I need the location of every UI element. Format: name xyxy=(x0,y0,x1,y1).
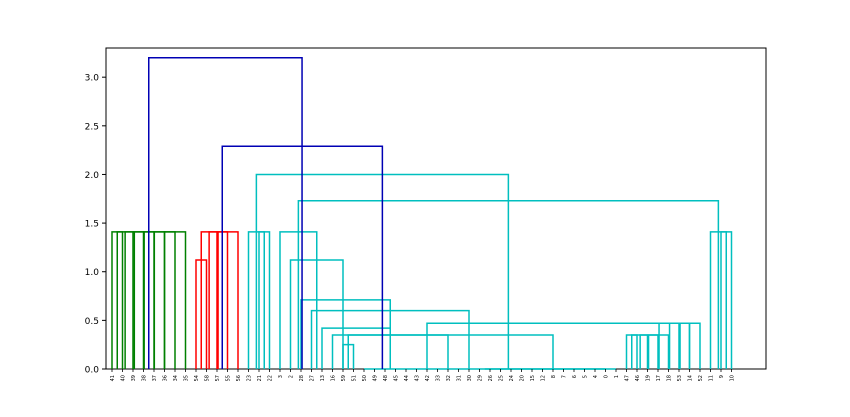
plot-area xyxy=(105,47,767,370)
leaf-label: 21 xyxy=(257,375,263,381)
leaf-label: 32 xyxy=(446,375,452,381)
leaf-label: 14 xyxy=(687,375,693,381)
leaf-label: 35 xyxy=(183,375,189,381)
leaf-label: 0 xyxy=(603,375,609,378)
leaf-label: 22 xyxy=(267,375,273,381)
leaf-label: 30 xyxy=(467,375,473,381)
leaf-label: 51 xyxy=(351,375,357,381)
leaf-label: 33 xyxy=(435,375,441,381)
y-tick-label: 0.0 xyxy=(85,366,100,376)
y-tick-label: 3.0 xyxy=(85,74,100,84)
y-tick-label: 1.5 xyxy=(85,220,99,230)
leaf-label: 20 xyxy=(519,375,525,381)
leaf-label: 37 xyxy=(152,375,158,381)
y-tick-label: 2.0 xyxy=(85,171,100,181)
leaf-label: 29 xyxy=(477,375,483,381)
y-tick-label: 2.5 xyxy=(85,122,99,132)
leaf-label: 24 xyxy=(509,375,515,381)
x-axis: 41 40 39 38 37 36 34 35 54 58 57 55 56 23 21 22 3 2 28 27 13… xyxy=(110,369,735,381)
leaf-label: 19 xyxy=(645,375,651,381)
leaf-label: 10 xyxy=(729,375,735,381)
leaf-label: 1 xyxy=(614,375,620,378)
leaf-label: 40 xyxy=(120,375,126,381)
dendrogram-link xyxy=(300,299,391,369)
leaf-label: 7 xyxy=(561,375,567,378)
leaf-label: 53 xyxy=(677,375,683,381)
dendrogram-link xyxy=(347,334,554,369)
leaf-label: 47 xyxy=(624,375,630,381)
dendrogram-link xyxy=(148,56,303,369)
leaf-label: 45 xyxy=(393,375,399,381)
leaf-label: 34 xyxy=(173,375,179,381)
leaf-label: 9 xyxy=(719,375,725,378)
leaf-label: 3 xyxy=(278,375,284,378)
leaf-label: 57 xyxy=(215,375,221,381)
y-axis: 0.0 0.5 1.0 1.5 2.0 2.5 3.0 xyxy=(85,74,106,376)
leaf-label: 13 xyxy=(320,375,326,381)
leaf-label: 6 xyxy=(572,375,578,378)
leaf-label: 28 xyxy=(299,375,305,381)
leaf-label: 31 xyxy=(456,375,462,381)
leaf-label: 44 xyxy=(404,375,410,381)
leaf-label: 8 xyxy=(551,375,557,378)
leaf-label: 17 xyxy=(656,375,662,381)
y-tick-label: 1.0 xyxy=(85,268,100,278)
leaf-label: 50 xyxy=(362,375,368,381)
leaf-label: 2 xyxy=(288,375,294,378)
leaf-label: 58 xyxy=(204,375,210,381)
dendrogram-links xyxy=(111,56,733,370)
leaf-label: 25 xyxy=(498,375,504,381)
leaf-label: 27 xyxy=(309,375,315,381)
leaf-label: 12 xyxy=(540,375,546,381)
dendrogram-link xyxy=(163,231,187,369)
leaf-label: 38 xyxy=(141,375,147,381)
leaf-label: 49 xyxy=(372,375,378,381)
leaf-label: 41 xyxy=(110,375,116,381)
leaf-label: 11 xyxy=(708,375,714,381)
leaf-label: 18 xyxy=(666,375,672,381)
leaf-label: 23 xyxy=(246,375,252,381)
leaf-label: 46 xyxy=(635,375,641,381)
leaf-label: 16 xyxy=(330,375,336,381)
leaf-label: 42 xyxy=(425,375,431,381)
leaf-label: 5 xyxy=(582,375,588,378)
leaf-label: 55 xyxy=(225,375,231,381)
leaf-label: 54 xyxy=(194,375,200,381)
leaf-label: 26 xyxy=(488,375,494,381)
leaf-label: 4 xyxy=(593,375,599,378)
leaf-label: 56 xyxy=(236,375,242,381)
leaf-label: 36 xyxy=(162,375,168,381)
dendrogram-link xyxy=(217,231,239,369)
leaf-label: 43 xyxy=(414,375,420,381)
leaf-label: 59 xyxy=(341,375,347,381)
leaf-label: 48 xyxy=(383,375,389,381)
leaf-label: 15 xyxy=(530,375,536,381)
leaf-label: 52 xyxy=(698,375,704,381)
y-tick-label: 0.5 xyxy=(85,317,99,327)
dendrogram-link xyxy=(426,322,691,369)
leaf-label: 39 xyxy=(131,375,137,381)
